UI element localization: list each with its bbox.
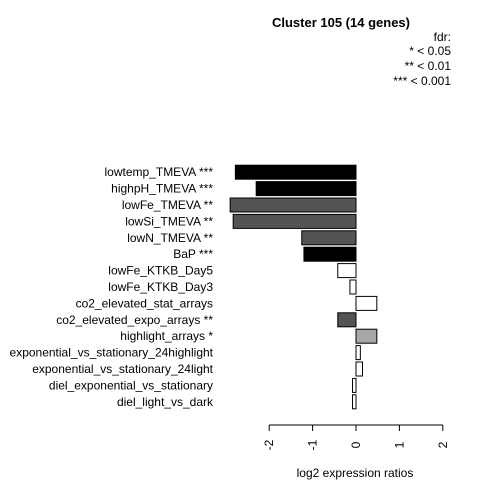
category-label: diel_light_vs_dark — [117, 395, 214, 409]
bar — [352, 377, 357, 393]
bar — [337, 312, 357, 328]
x-tick-label: 1 — [392, 441, 406, 448]
category-label: highpH_TMEVA *** — [111, 182, 213, 196]
legend-entry: *** < 0.001 — [393, 74, 451, 88]
bar — [352, 394, 357, 410]
category-label: BaP *** — [173, 247, 213, 261]
legend-title: fdr: — [434, 30, 451, 44]
bar — [232, 213, 357, 229]
bar — [355, 345, 361, 361]
category-labels: lowtemp_TMEVA *** highpH_TMEVA *** lowFe_T… — [10, 165, 214, 409]
category-label: co2_elevated_stat_arrays — [76, 296, 213, 310]
bar — [229, 197, 357, 213]
category-label: highlight_arrays * — [120, 329, 213, 343]
category-label: lowFe_KTKB_Day3 — [108, 280, 213, 294]
category-label: exponential_vs_stationary_24light — [32, 362, 213, 376]
x-tick-label: 2 — [436, 441, 450, 448]
category-label: exponential_vs_stationary_24highlight — [10, 346, 214, 360]
bar — [255, 181, 357, 197]
legend-entry: * < 0.05 — [409, 44, 451, 58]
legend-entry: ** < 0.01 — [405, 59, 452, 73]
category-label: lowSi_TMEVA ** — [125, 214, 213, 228]
bar — [355, 328, 378, 344]
category-label: diel_exponential_vs_stationary — [49, 378, 213, 392]
x-axis: -2 -1 0 1 2 — [262, 424, 450, 450]
x-tick-label: -1 — [306, 439, 320, 450]
bar — [355, 361, 364, 377]
bar — [234, 164, 357, 180]
bar — [301, 230, 357, 246]
bar — [303, 246, 357, 262]
x-tick-label: -2 — [262, 439, 276, 450]
bar — [355, 295, 378, 311]
x-axis-label: log2 expression ratios — [297, 466, 414, 480]
legend: fdr: * < 0.05 ** < 0.01 *** < 0.001 — [393, 30, 451, 88]
category-label: lowN_TMEVA ** — [127, 231, 213, 245]
category-label: co2_elevated_expo_arrays ** — [56, 313, 213, 327]
bars — [229, 164, 378, 410]
bar — [337, 263, 357, 279]
category-label: lowFe_KTKB_Day5 — [108, 264, 213, 278]
x-tick-label: 0 — [349, 441, 363, 448]
bar — [349, 279, 357, 295]
chart-title: Cluster 105 (14 genes) — [272, 15, 410, 30]
category-label: lowtemp_TMEVA *** — [105, 165, 214, 179]
category-label: lowFe_TMEVA ** — [122, 198, 213, 212]
